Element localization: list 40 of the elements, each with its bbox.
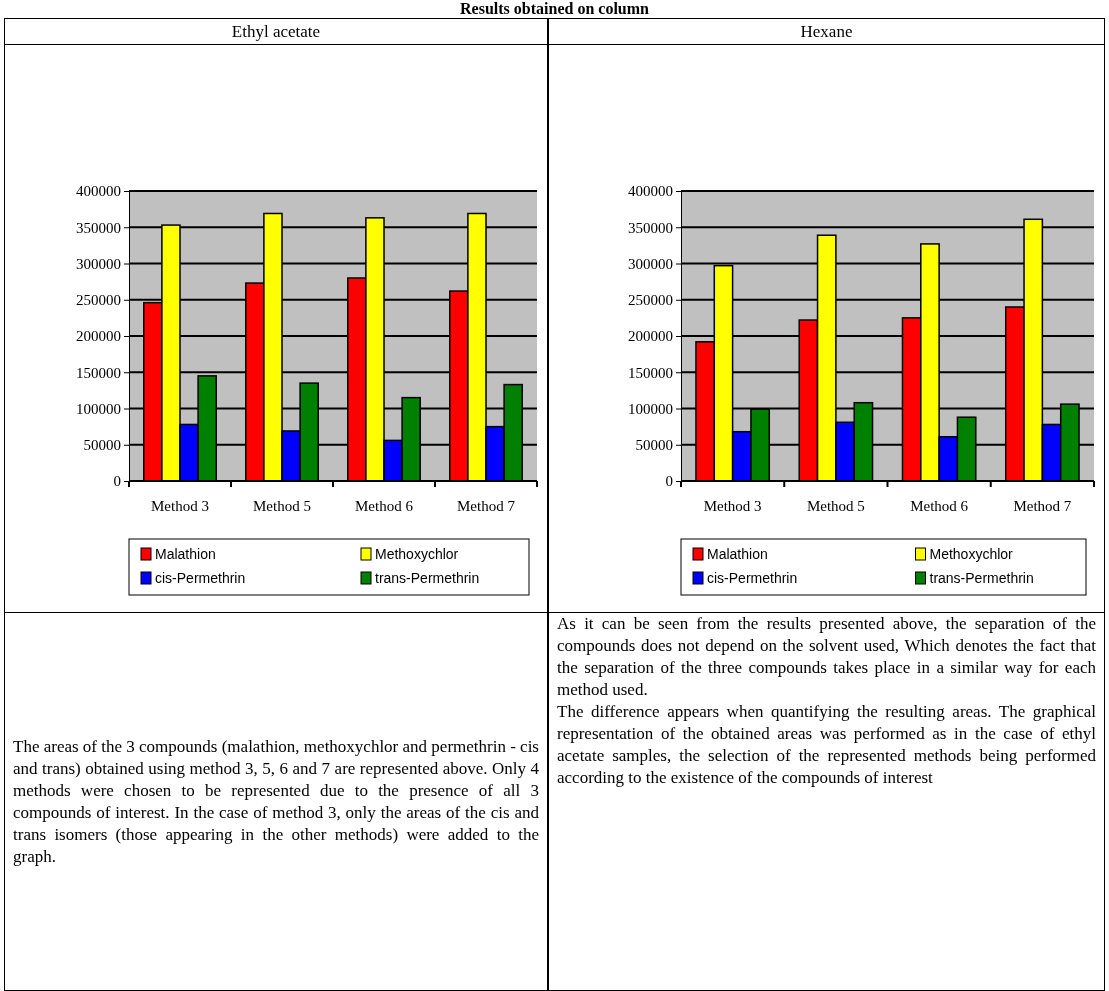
legend-label: Methoxychlor <box>375 546 459 562</box>
y-tick-label: 400000 <box>628 183 673 200</box>
text: As it can be seen from the results presented above, the separation of the compounds does not depend on the solvent used, Which denotes the fact that the separation of the three compounds takes place in a similar way for each method used. <box>557 613 1096 701</box>
legend-label: Malathion <box>707 546 768 562</box>
y-tick-label: 50000 <box>635 437 673 454</box>
y-tick-label: 350000 <box>76 219 121 236</box>
y-tick-label: 250000 <box>76 292 121 309</box>
y-tick-label: 100000 <box>76 400 121 417</box>
y-tick-label: 50000 <box>83 437 121 454</box>
x-tick-label: Method 6 <box>910 498 969 514</box>
x-tick-label: Method 7 <box>457 498 516 514</box>
y-tick-label: 0 <box>665 473 673 490</box>
y-tick-label: 200000 <box>76 328 121 345</box>
x-tick-label: Method 3 <box>151 498 209 514</box>
y-tick-label: 200000 <box>628 328 673 345</box>
x-tick-label: Method 5 <box>806 498 865 514</box>
chart-subtitle: Hexane <box>548 18 1105 45</box>
y-tick-label: 150000 <box>628 364 673 381</box>
legend-label: cis-Permethrin <box>707 570 798 586</box>
x-tick-label: Method 3 <box>703 498 762 514</box>
text: The difference appears when quantifying the resulting areas. The graphical representation of the obtained areas was performed as in the case of ethyl acetate samples, the selection of the represented methods being performed according to the existence of the compounds of interest <box>557 701 1096 789</box>
y-tick-label: 150000 <box>76 364 121 381</box>
legend-label: cis-Permethrin <box>155 570 246 586</box>
x-tick-label: Method 5 <box>253 498 311 514</box>
y-tick-label: 350000 <box>628 219 673 236</box>
y-tick-label: 300000 <box>628 255 673 272</box>
y-tick-label: 300000 <box>76 255 121 272</box>
legend-label: Methoxychlor <box>929 546 1014 562</box>
legend-label: trans-Permethrin <box>375 570 480 586</box>
y-tick-label: 100000 <box>628 400 673 417</box>
y-tick-label: 250000 <box>628 292 673 309</box>
y-tick-label: 0 <box>113 473 121 490</box>
chart-title: Results obtained on column <box>459 0 650 18</box>
legend-label: trans-Permethrin <box>929 570 1034 586</box>
legend-label: Malathion <box>155 546 216 562</box>
x-tick-label: Method 6 <box>355 498 414 514</box>
text: The areas of the 3 compounds (malathion, methoxychlor and permethrin - cis and trans) obtained using method 3, 5, 6 and 7 are represented above. Only 4 methods were chosen to be represented due to the presence of all 3 compounds of interest. In the case of method 3, only the areas of the cis and trans isomers (those appearing in the other methods) were added to the graph. <box>13 735 539 868</box>
chart-subtitle: Ethyl acetate <box>4 18 548 45</box>
x-tick-label: Method 7 <box>1013 498 1072 514</box>
y-tick-label: 400000 <box>76 183 121 200</box>
